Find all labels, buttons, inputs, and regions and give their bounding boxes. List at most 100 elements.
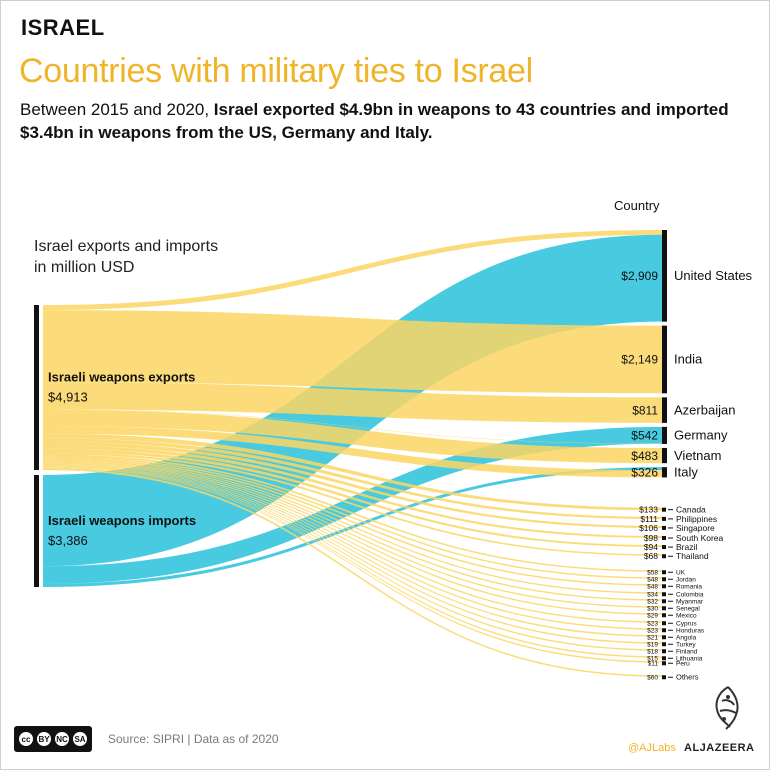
target-value-angola: $21 <box>647 635 658 642</box>
aljazeera-logo-icon <box>715 686 739 730</box>
target-value-turkey: $19 <box>647 642 658 649</box>
target-bar-others <box>662 675 666 680</box>
target-bar-germany <box>662 426 667 444</box>
target-bar-turkey <box>662 642 666 647</box>
flow-exports-senegal <box>43 461 662 608</box>
target-value-brazil: $94 <box>644 542 658 552</box>
subtitle-plain: Between 2015 and 2020, <box>20 100 214 119</box>
flow-exports-romania <box>43 457 662 586</box>
target-bar-lithuania <box>662 656 666 661</box>
target-value-peru: $11 <box>648 661 659 668</box>
brand-name: ALJAZEERA <box>684 742 755 754</box>
target-name-singapore: Singapore <box>676 523 715 533</box>
flow-links <box>43 230 662 677</box>
flow-imports-germany <box>43 426 662 584</box>
flow-exports-canada <box>43 433 662 511</box>
target-value-philippines: $111 <box>640 514 658 524</box>
flow-exports-vietnam <box>43 409 662 464</box>
flow-exports-turkey <box>43 465 662 644</box>
target-value-canada: $133 <box>639 505 658 515</box>
source-bar-imports <box>34 475 39 587</box>
source-label-exports: Israeli weapons exports <box>48 370 195 385</box>
flow-exports-thailand <box>43 451 662 556</box>
target-bar-italy <box>662 467 667 478</box>
target-name-vietnam: Vietnam <box>674 448 721 463</box>
flow-exports-jordan <box>43 456 662 579</box>
target-name-germany: Germany <box>674 428 728 443</box>
source-note: Source: SIPRI | Data as of 2020 <box>108 732 279 746</box>
flow-exports-colombia <box>43 459 662 594</box>
node-bars <box>34 230 667 680</box>
target-value-singapore: $106 <box>639 523 658 533</box>
target-name-romania: Romania <box>676 584 702 591</box>
source-bar-exports <box>34 305 39 470</box>
ajlabs-handle[interactable]: @AJLabs <box>628 742 676 754</box>
target-name-mexico: Mexico <box>676 613 697 620</box>
flow-exports-brazil <box>43 448 662 547</box>
target-value-lithuania: $15 <box>647 656 658 663</box>
column-header: Country <box>614 198 660 213</box>
flow-exports-angola <box>43 465 662 637</box>
flow-exports-united-states <box>43 230 662 311</box>
flow-exports-finland <box>43 466 662 651</box>
chart-title: Countries with military ties to Israel <box>19 52 533 90</box>
cc-icon: cc <box>19 732 33 746</box>
cc-license-badge[interactable]: cc BY NC SA <box>14 726 92 752</box>
kicker: ISRAEL <box>21 15 105 40</box>
flow-exports-azerbaijan <box>43 382 662 423</box>
unit-label-line-1: Israel exports and imports <box>34 238 218 255</box>
target-bar-brazil <box>662 545 666 550</box>
target-bar-romania <box>662 584 666 589</box>
target-bar-mexico <box>662 613 666 618</box>
flow-exports-peru <box>43 467 662 663</box>
target-name-myanmar: Myanmar <box>676 599 704 606</box>
target-value-italy: $326 <box>631 465 658 479</box>
target-value-united-states: $2,909 <box>621 269 658 283</box>
target-value-colombia: $34 <box>647 592 658 599</box>
target-name-thailand: Thailand <box>676 551 709 561</box>
target-name-jordan: Jordan <box>676 577 696 584</box>
target-value-mexico: $29 <box>647 613 658 620</box>
target-name-angola: Angola <box>676 635 697 642</box>
target-bar-senegal <box>662 606 666 611</box>
target-value-others: $60 <box>647 675 658 682</box>
target-bar-canada <box>662 507 666 512</box>
by-icon: BY <box>37 732 51 746</box>
target-name-brazil: Brazil <box>676 542 697 552</box>
chart-subtitle: Between 2015 and 2020, Israel exported $… <box>20 98 755 144</box>
flow-exports-south-korea <box>43 445 662 538</box>
source-label-imports: Israeli weapons imports <box>48 513 196 528</box>
target-name-senegal: Senegal <box>676 606 700 613</box>
target-value-myanmar: $32 <box>647 599 658 606</box>
target-bar-peru <box>662 661 666 666</box>
target-name-turkey: Turkey <box>676 642 696 649</box>
unit-label-line-2: in million USD <box>34 259 134 276</box>
target-bar-colombia <box>662 592 666 597</box>
target-value-thailand: $68 <box>644 551 658 561</box>
flow-exports-singapore <box>43 441 662 529</box>
target-name-honduras: Honduras <box>676 628 705 635</box>
target-name-peru: Peru <box>676 661 690 668</box>
target-value-honduras: $23 <box>647 628 658 635</box>
target-value-finland: $18 <box>647 649 658 656</box>
flow-exports-mexico <box>43 462 662 615</box>
flow-exports-myanmar <box>43 460 662 601</box>
target-bar-uk <box>662 570 666 575</box>
target-name-south-korea: South Korea <box>676 533 724 543</box>
target-value-germany: $542 <box>631 429 658 443</box>
target-bar-myanmar <box>662 599 666 604</box>
target-value-south-korea: $98 <box>644 533 658 543</box>
flow-exports-others <box>43 467 662 677</box>
target-name-philippines: Philippines <box>676 514 717 524</box>
nc-icon: NC <box>55 732 69 746</box>
target-value-romania: $48 <box>647 584 658 591</box>
target-value-senegal: $30 <box>647 606 658 613</box>
target-name-canada: Canada <box>676 505 706 515</box>
target-bar-vietnam <box>662 447 667 464</box>
flow-exports-lithuania <box>43 467 662 658</box>
subtitle-bold: Israel exported $4.9bn in weapons to 43 … <box>20 100 729 142</box>
target-bar-angola <box>662 635 666 640</box>
target-bar-azerbaijan <box>662 397 667 423</box>
target-bar-cyprus <box>662 621 666 626</box>
